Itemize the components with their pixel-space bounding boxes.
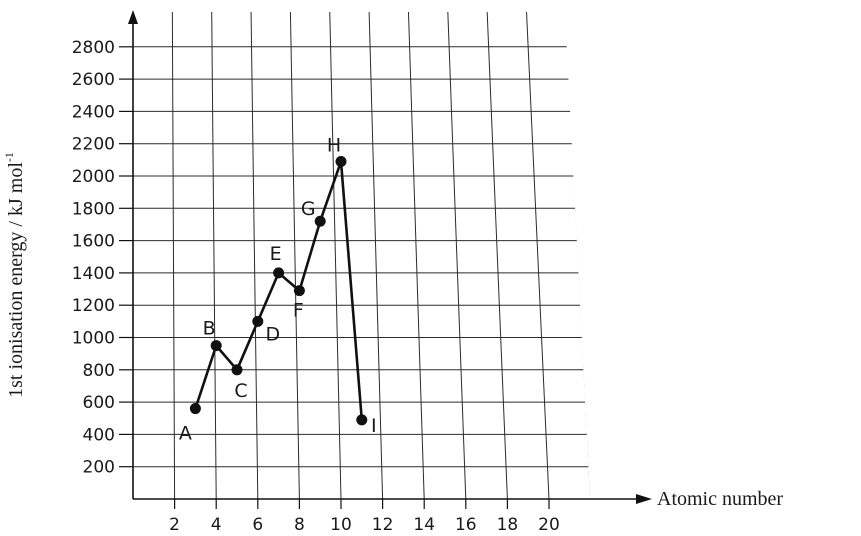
y-tick-label: 1400	[72, 264, 115, 284]
grid	[133, 12, 590, 499]
data-point	[189, 403, 201, 415]
grid-line-vertical	[486, 12, 508, 499]
y-tick-label: 1600	[72, 232, 115, 252]
y-tick-label: 600	[83, 393, 115, 413]
x-axis-arrowhead	[636, 494, 652, 504]
axes	[128, 10, 652, 504]
y-tick-label: 1000	[72, 329, 115, 349]
point-label: E	[270, 243, 282, 265]
x-tick-label: 8	[294, 515, 305, 535]
x-tick-label: 20	[538, 515, 560, 535]
data-point	[314, 215, 326, 227]
point-label: D	[265, 323, 280, 345]
data-point	[335, 155, 347, 167]
y-tick-label: 1800	[72, 199, 115, 219]
grid-line-vertical	[171, 12, 176, 499]
point-label: G	[301, 198, 316, 220]
grid-line-vertical	[329, 12, 342, 499]
point-label: F	[293, 300, 304, 322]
data-point	[231, 364, 243, 376]
tick-labels: 200 400 600 800 1000 1200 1400 1600 1800 2000 2200…	[72, 38, 560, 535]
x-axis-title: Atomic number	[657, 488, 783, 510]
series-line	[194, 160, 364, 421]
point-label: C	[234, 380, 247, 402]
y-tick-label: 200	[83, 458, 115, 478]
point-label: H	[327, 134, 341, 156]
y-tick-label: 400	[83, 425, 115, 445]
grid-line-vertical	[407, 12, 425, 499]
data-point	[356, 414, 368, 426]
y-tick-label: 2400	[72, 102, 115, 122]
grid-line-vertical	[565, 12, 590, 499]
x-tick-label: 14	[413, 515, 435, 535]
point-labels: A B C D E F G H I	[179, 134, 377, 444]
point-label: I	[371, 415, 377, 437]
y-tick-label: 1200	[72, 296, 115, 316]
data-series	[189, 155, 368, 426]
grid-line-vertical	[289, 12, 300, 499]
data-point	[273, 267, 285, 279]
y-axis-title: 1st ionisation energy / kJ mol-1	[2, 152, 27, 398]
x-tick-label: 2	[169, 515, 180, 535]
x-tick-label: 4	[211, 515, 222, 535]
data-point	[293, 285, 305, 297]
x-tick-label: 16	[455, 515, 477, 535]
y-tick-label: 2000	[72, 167, 115, 187]
x-tick-label: 18	[497, 515, 519, 535]
y-axis-arrowhead	[128, 10, 138, 24]
data-point	[210, 340, 222, 352]
x-tick-label: 10	[330, 515, 352, 535]
data-point	[252, 315, 264, 327]
y-tick-label: 800	[83, 361, 115, 381]
x-tick-label: 12	[372, 515, 394, 535]
y-tick-label: 2200	[72, 135, 115, 155]
grid-line-vertical	[368, 12, 384, 499]
grid-line-vertical	[447, 12, 467, 499]
point-label: A	[179, 423, 192, 445]
point-label: B	[203, 318, 216, 340]
y-tick-label: 2600	[72, 70, 115, 90]
x-tick-label: 6	[252, 515, 263, 535]
grid-line-vertical	[526, 12, 550, 499]
grid-line-vertical	[250, 12, 259, 499]
grid-line-vertical	[211, 12, 217, 499]
y-tick-label: 2800	[72, 38, 115, 58]
